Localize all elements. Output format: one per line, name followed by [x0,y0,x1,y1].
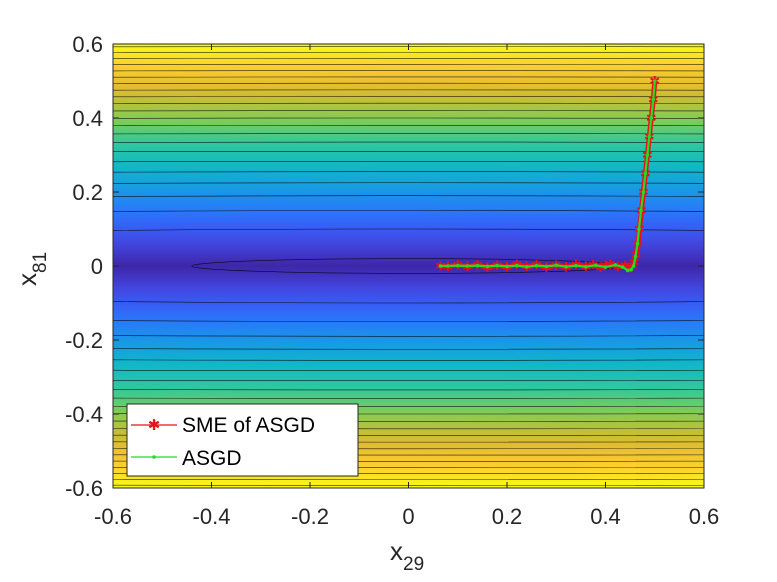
x-tick-label: -0.6 [94,504,132,529]
series-point [584,264,588,269]
trajectory-layer: ✱✱✱✱✱✱✱✱✱✱✱✱✱✱✱✱✱✱✱✱✱✱✱✱✱✱✱✱✱✱✱✱✱✱✱✱ [435,75,660,277]
series-point [625,268,630,273]
x-tick-label: 0.4 [590,504,621,529]
y-tick-label: 0.6 [72,32,103,57]
series-point [515,263,519,268]
y-tick-label: 0 [91,254,103,279]
series-point [620,265,625,269]
contour-line [113,195,704,337]
contour-line [113,117,704,415]
x-tick-label: 0.2 [492,504,523,529]
x-tick-label: 0.6 [689,504,720,529]
contour-line [113,171,704,361]
legend-marker-sme: ✱ [148,416,161,434]
contour-line [113,133,704,399]
series-point [446,264,450,268]
y-tick-label: 0.4 [72,106,103,131]
series-asgd [438,79,657,273]
contour-line [113,89,704,443]
series-point [649,116,654,120]
series-point [475,263,480,268]
x-tick-label: 0 [402,504,414,529]
contour-line [113,141,704,391]
contour-line [113,161,704,371]
contour-line [113,76,704,456]
y-tick-label: 0.2 [72,180,103,205]
contour-line [113,102,704,430]
series-point [631,264,636,268]
series-point [554,263,559,268]
y-axis-label-subscript: 81 [30,252,51,273]
legend: ✱ SME of ASGD ASGD [126,403,359,477]
y-axis-label-main: x [12,273,42,286]
series-point [485,264,490,269]
series-point [544,264,549,269]
series-point [495,263,499,268]
x-axis-ticks: -0.6 -0.4 -0.2 0 0.2 0.4 0.6 [94,44,719,529]
legend-label-sme: SME of ASGD [182,414,315,437]
series-point [574,263,578,268]
x-axis-label-subscript: 29 [403,554,424,575]
x-tick-label: -0.2 [291,504,329,529]
series-line-asgd [440,80,656,272]
contour-line [113,228,704,304]
series-point [564,264,568,269]
y-axis-label: x81 [12,252,51,286]
legend-label-asgd: ASGD [182,447,242,470]
series-point [438,264,443,268]
y-axis-ticks: -0.6 -0.4 -0.2 0 0.2 0.4 0.6 [65,32,704,501]
legend-marker-asgd [152,455,156,459]
x-tick-label: -0.4 [193,504,231,529]
y-tick-label: -0.4 [65,402,103,427]
series-point: ✱ [612,260,623,275]
contour-line [113,70,704,462]
contour-line [113,210,704,322]
series-point [651,97,656,102]
series-point [629,267,633,272]
contour-line [113,182,704,350]
series-point [465,264,470,268]
contour-line [113,125,704,407]
contour-line [113,52,704,480]
contour-line [113,151,704,381]
series-point [645,153,650,157]
series-point [524,264,529,269]
contour-line [113,64,704,468]
series-point [647,134,652,139]
contour-line [113,58,704,474]
contour-line [113,82,704,450]
contour-line [113,110,704,422]
series-point [652,79,657,83]
legend-box [126,403,359,477]
series-point [635,242,640,246]
series-point [505,264,509,269]
series-point [637,227,641,231]
x-axis-label-main: x [390,536,403,566]
x-axis-label: x29 [390,536,424,575]
y-tick-label: -0.6 [65,476,103,501]
series-point: ✱ [595,261,606,276]
series-point [639,208,643,213]
series-point [593,263,598,268]
series-point [613,263,618,267]
series-point [641,190,646,194]
series-point: ✱ [541,261,552,276]
contour-lines [113,46,704,486]
series-point [603,265,608,269]
series-point: ✱ [620,259,631,274]
y-tick-label: -0.2 [65,328,103,353]
series-point [643,171,648,176]
contour-line [113,96,704,436]
series-point [633,254,638,259]
series-point [534,263,539,268]
series-point: ✱ [482,261,493,276]
series-point [455,263,460,268]
